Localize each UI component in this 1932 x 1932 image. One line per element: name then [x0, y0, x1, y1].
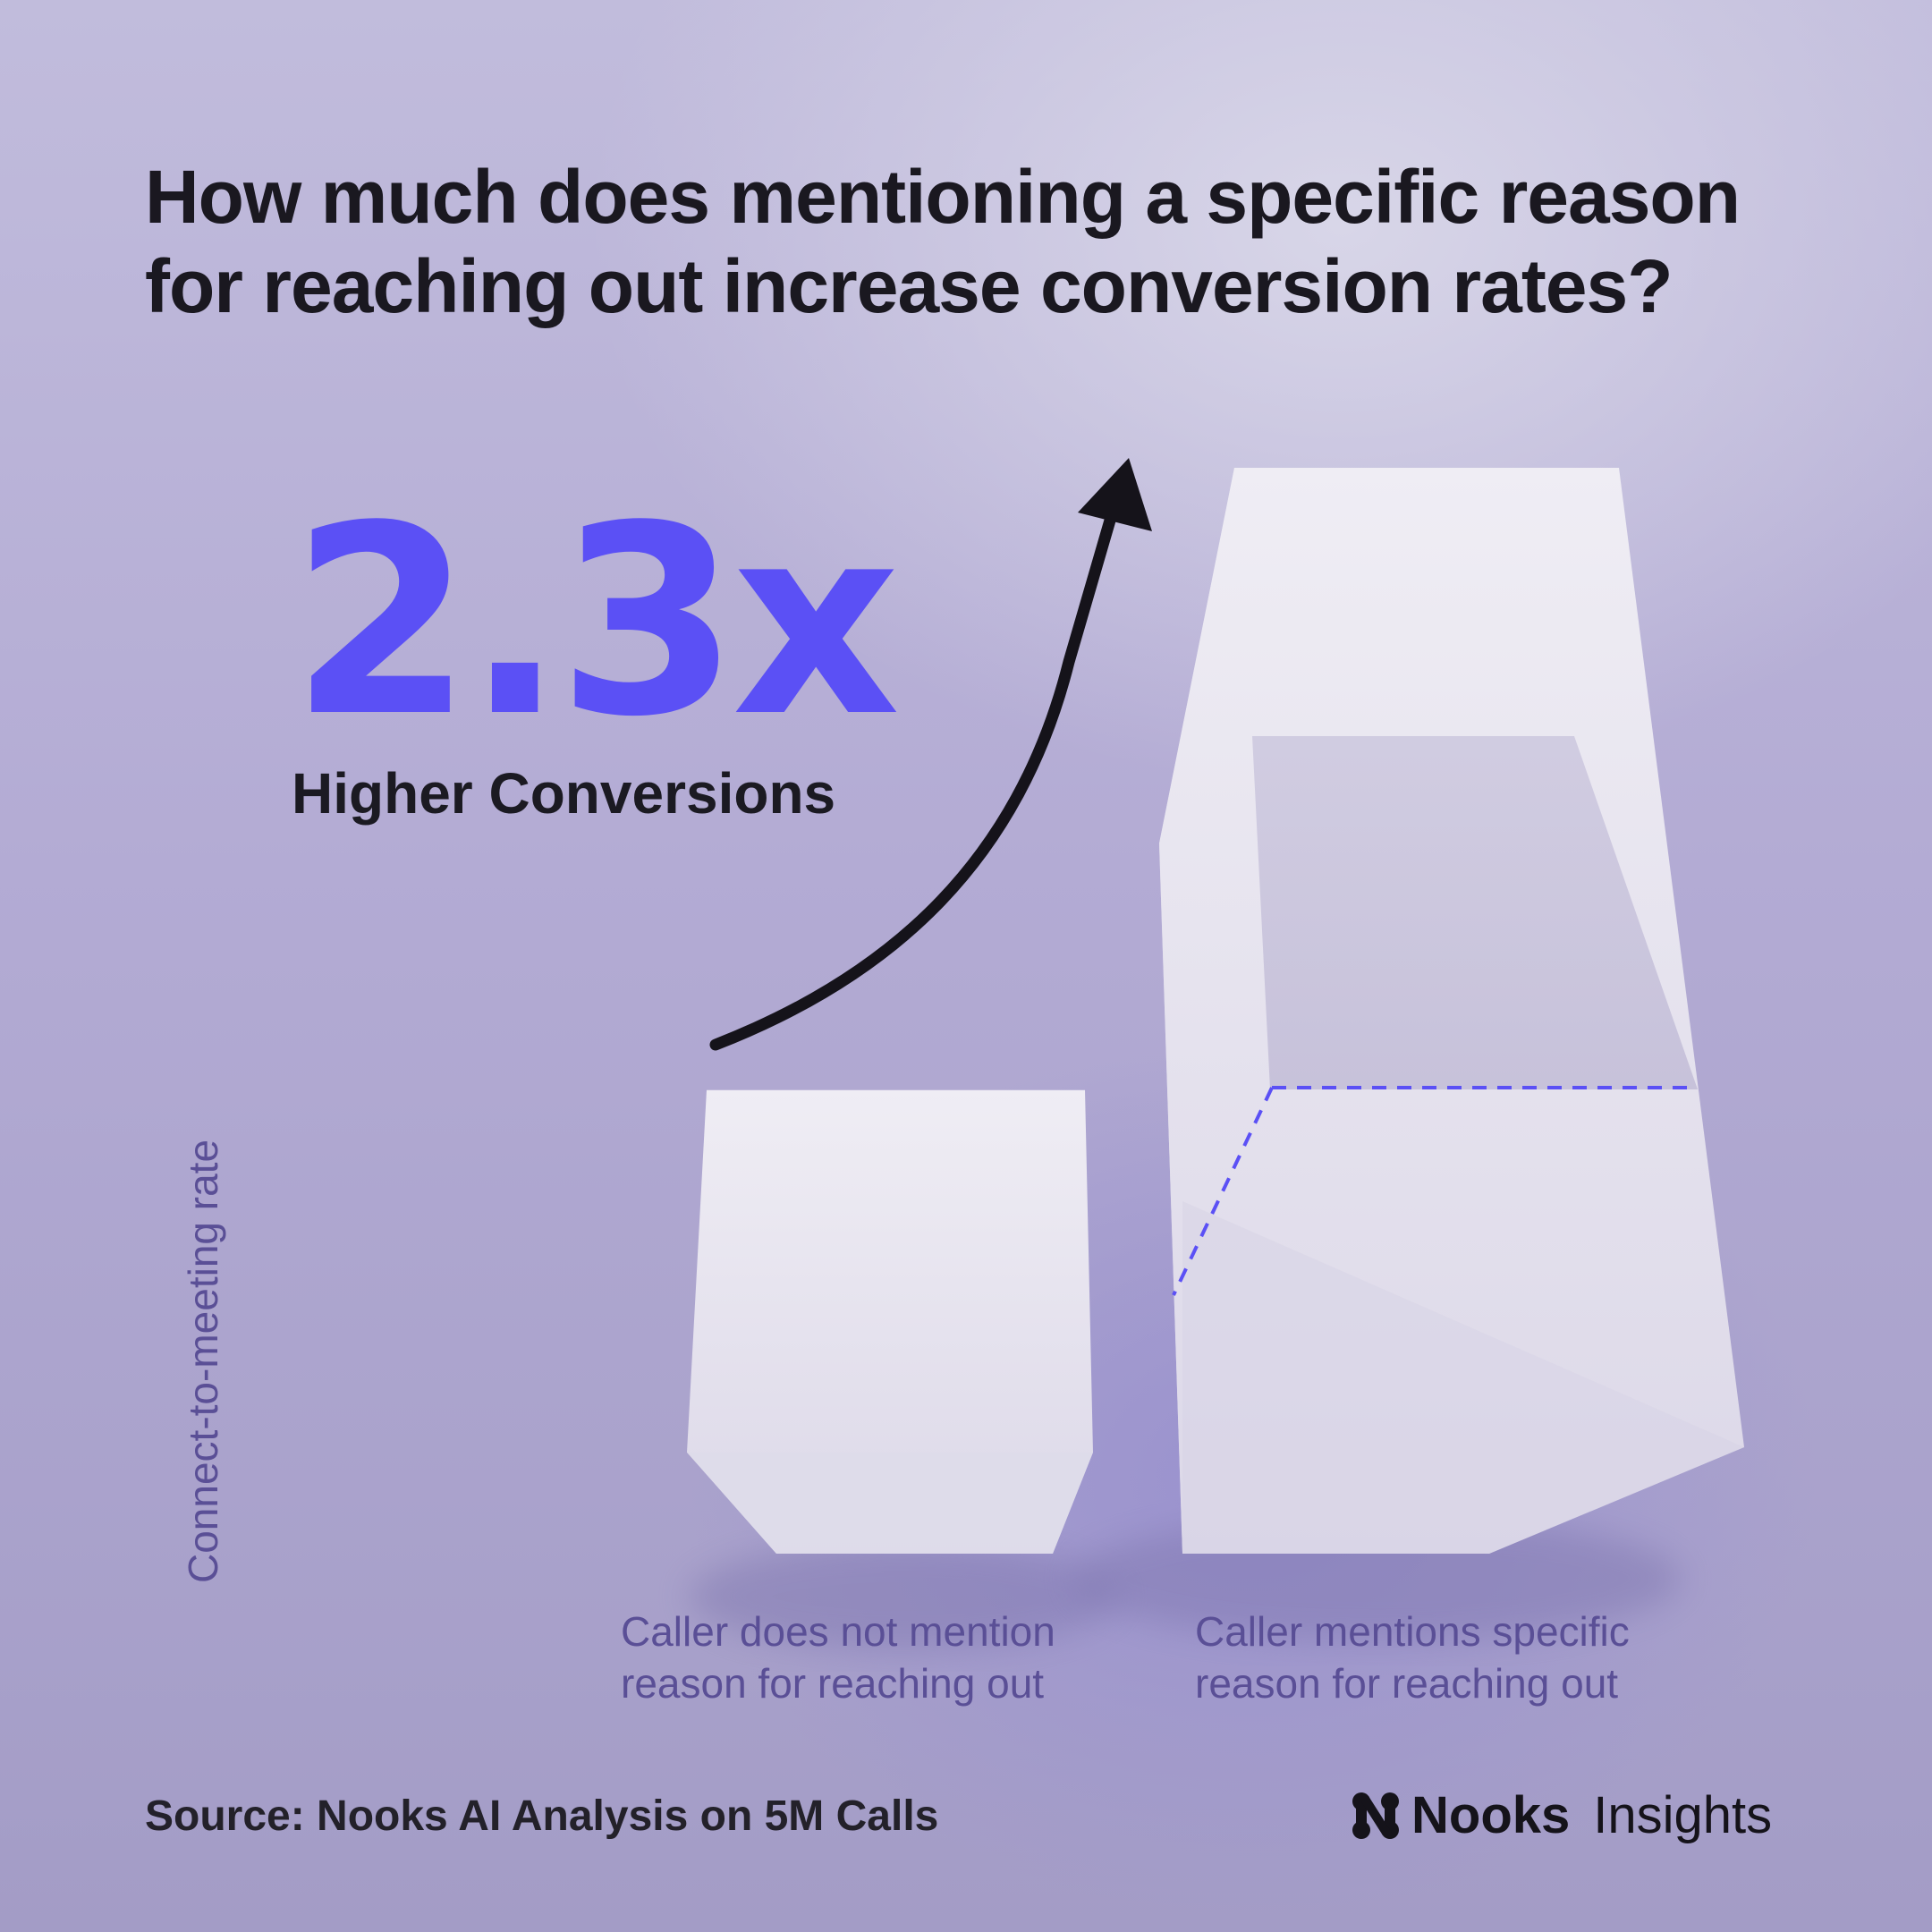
growth-arrow [709, 502, 1120, 1051]
brand-suffix: Insights [1593, 1786, 1773, 1844]
nooks-logo-icon [1352, 1792, 1399, 1839]
bars-group [687, 468, 1744, 1554]
category-label-no-reason: Caller does not mention reason for reach… [621, 1608, 1055, 1707]
chart-title: How much does mentioning a specific reas… [145, 155, 1741, 328]
multiplier-value: 2.3x [291, 470, 901, 774]
bar-0-front [687, 1089, 1093, 1554]
bar-1-bevel [1182, 1201, 1744, 1554]
brand-name: Nooks [1411, 1786, 1571, 1844]
comparison-guide [1172, 1086, 1698, 1296]
brand-lockup: Nooks Insights [1351, 1785, 1772, 1845]
y-axis-label: Connect-to-meeting rate [180, 1139, 226, 1583]
multiplier-caption: Higher Conversions [292, 761, 836, 826]
bar-shadow-0 [689, 1543, 1118, 1650]
bar-1 [1159, 468, 1744, 1554]
comparison-line-diagonal [1172, 1087, 1274, 1296]
bar-shadows [689, 1516, 1682, 1650]
category-label-specific-reason: Caller mentions specific reason for reac… [1195, 1608, 1630, 1707]
bar-0-bevel [687, 1452, 1093, 1554]
bar-0 [687, 1089, 1093, 1554]
bar-1-recess [1252, 736, 1698, 1089]
source-note: Source: Nooks AI Analysis on 5M Calls [145, 1792, 939, 1840]
growth-arrow-head [1078, 458, 1152, 531]
